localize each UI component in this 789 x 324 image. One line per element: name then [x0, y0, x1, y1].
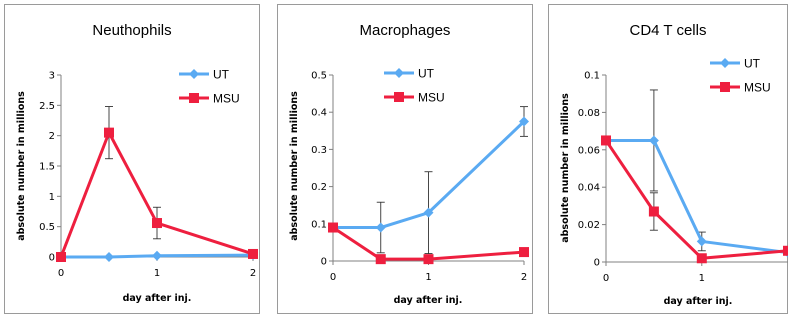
y-tick-label: 3: [49, 71, 55, 82]
data-point-msu: [328, 222, 338, 233]
chart-title: Neuthophils: [92, 22, 171, 39]
x-tick-label: 0: [330, 272, 336, 283]
chart-title: Macrophages: [360, 22, 451, 39]
y-tick-label: 1.5: [39, 162, 55, 173]
legend-label-ut: UT: [744, 57, 761, 71]
data-point-ut: [519, 116, 529, 127]
chart-svg-macrophages: Macrophages absolute number in millions …: [277, 4, 533, 314]
x-axis-label: day after inj.: [394, 295, 463, 306]
series-line-msu: [59, 131, 254, 258]
data-point-msu: [56, 252, 66, 262]
series-line-msu: [604, 139, 788, 260]
legend-marker-msu: [394, 92, 404, 102]
x-axis-label: day after inj.: [123, 293, 192, 304]
data-point-ut: [648, 135, 659, 146]
chart-panel-cd4-t-cells: CD4 T cells absolute number in millions …: [548, 0, 788, 316]
legend-label-msu: MSU: [744, 81, 771, 95]
y-tick-label: 0.4: [311, 108, 327, 119]
series-line-ut: [61, 253, 254, 259]
legend-marker-msu: [720, 82, 730, 92]
data-point-ut: [152, 250, 162, 261]
y-tick-label: 0.1: [584, 71, 600, 82]
legend: UT MSU: [179, 68, 240, 106]
series-line-ut: [606, 138, 788, 255]
plot-area: [328, 106, 529, 265]
data-point-ut: [375, 222, 386, 233]
data-point-ut: [104, 252, 114, 262]
plot-area: [56, 106, 258, 262]
data-point-msu: [519, 247, 529, 258]
y-tick-label: 0.04: [578, 183, 600, 194]
data-point-ut: [423, 207, 434, 218]
y-tick-label: 0.08: [578, 108, 600, 119]
y-tick-label: 0: [594, 258, 600, 269]
y-tick-label: 0: [49, 253, 55, 264]
x-tick-label: 1: [154, 268, 160, 279]
axes: 0 0.02 0.04 0.06 0.08 0.1 0 1: [578, 71, 788, 284]
data-point-msu: [696, 253, 707, 264]
data-point-msu: [783, 245, 788, 256]
legend-marker-msu: [189, 93, 199, 103]
y-axis-label: absolute number in millions: [560, 93, 571, 243]
y-tick-label: 2.5: [39, 101, 55, 112]
legend-label-ut: UT: [213, 68, 230, 82]
chart-svg-cd4-t-cells: CD4 T cells absolute number in millions …: [548, 4, 788, 314]
legend-marker-ut: [720, 58, 730, 68]
legend-label-msu: MSU: [213, 92, 240, 106]
y-tick-label: 0.06: [578, 145, 600, 156]
chart-title: CD4 T cells: [630, 22, 707, 39]
data-point-msu: [152, 218, 162, 229]
data-point-msu: [423, 254, 434, 265]
plot-area: [601, 89, 788, 264]
x-tick-label: 2: [521, 272, 527, 283]
y-axis-label: absolute number in millions: [289, 91, 300, 241]
legend-label-msu: MSU: [418, 91, 445, 105]
data-point-msu: [104, 127, 114, 138]
data-point-msu: [248, 248, 258, 259]
y-axis-label: absolute number in millions: [16, 91, 27, 241]
data-point-msu: [375, 254, 386, 265]
legend-marker-ut: [394, 68, 404, 78]
legend: UT MSU: [710, 57, 771, 95]
y-tick-label: 2: [49, 131, 55, 142]
x-tick-label: 1: [425, 272, 431, 283]
legend-marker-ut: [189, 69, 199, 79]
chart-svg-neutrophils: Neuthophils absolute number in millions …: [4, 4, 260, 314]
y-tick-label: 0.02: [578, 220, 600, 231]
y-tick-label: 0.5: [39, 222, 55, 233]
y-tick-label: 0.5: [311, 71, 327, 82]
y-tick-label: 0: [321, 257, 327, 268]
legend-label-ut: UT: [418, 67, 435, 81]
series-line-ut: [333, 120, 526, 230]
data-point-ut: [696, 236, 707, 247]
series-line-msu: [332, 226, 525, 261]
y-tick-label: 1: [49, 192, 55, 203]
y-tick-label: 0.1: [311, 219, 327, 230]
data-point-msu: [648, 206, 659, 217]
x-tick-label: 0: [603, 273, 609, 284]
y-tick-label: 0.2: [311, 182, 327, 193]
chart-panel-neutrophils: Neuthophils absolute number in millions …: [4, 0, 260, 316]
legend: UT MSU: [384, 67, 445, 105]
data-point-msu: [601, 135, 611, 146]
chart-panel-macrophages: Macrophages absolute number in millions …: [277, 0, 533, 316]
x-axis-label: day after inj.: [664, 296, 733, 307]
x-tick-label: 0: [58, 268, 64, 279]
x-tick-label: 2: [250, 268, 256, 279]
x-tick-label: 1: [699, 273, 705, 284]
y-tick-label: 0.3: [311, 145, 327, 156]
